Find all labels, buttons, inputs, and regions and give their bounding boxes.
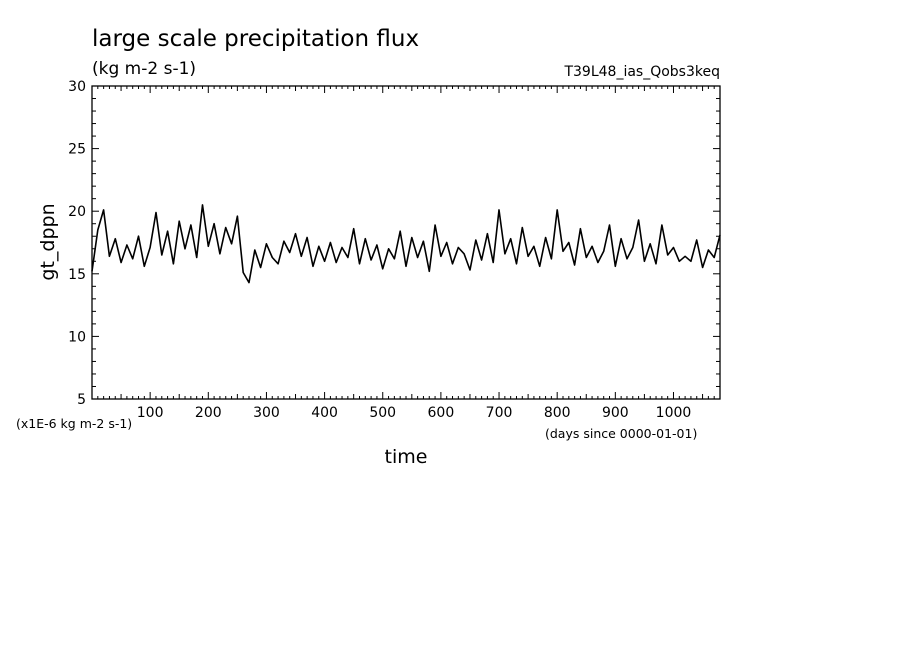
x-tick-label: 100 [137, 405, 164, 421]
y-units-label: (x1E-6 kg m-2 s-1) [16, 416, 132, 431]
x-units-label: (days since 0000-01-01) [545, 426, 697, 441]
x-tick-label: 900 [602, 405, 629, 421]
y-axis-label: gt_dppn [37, 203, 59, 280]
y-tick-label: 10 [68, 329, 86, 345]
x-tick-label: 200 [195, 405, 222, 421]
series-line [91, 204, 721, 284]
run-name: T39L48_ias_Qobs3keq [563, 64, 720, 80]
x-tick-label: 400 [311, 405, 338, 421]
x-tick-label: 500 [369, 405, 396, 421]
x-axis: 100 200 300 400 500 600 700 800 900 1000 [97, 86, 715, 421]
y-axis: 5 10 15 20 25 30 [68, 79, 720, 408]
plot-frame [91, 85, 721, 400]
y-tick-label: 15 [68, 267, 86, 283]
x-tick-label: 800 [544, 405, 571, 421]
x-tick-label: 700 [486, 405, 513, 421]
x-tick-label: 1000 [656, 405, 692, 421]
y-tick-label: 25 [68, 142, 86, 158]
x-axis-label: time [385, 446, 428, 468]
x-tick-label: 300 [253, 405, 280, 421]
chart-subtitle: (kg m-2 s-1) [92, 59, 196, 79]
y-tick-label: 5 [77, 392, 86, 408]
chart-title: large scale precipitation flux [92, 26, 419, 52]
y-tick-label: 20 [68, 204, 86, 220]
x-tick-label: 600 [428, 405, 455, 421]
y-tick-label: 30 [68, 79, 86, 95]
